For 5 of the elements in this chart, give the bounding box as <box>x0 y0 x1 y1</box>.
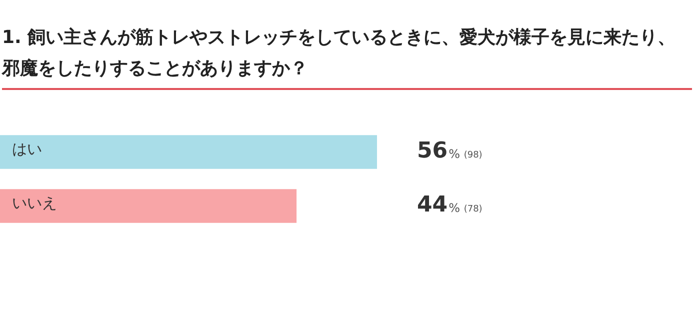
data-label: 44% (78) <box>417 192 482 218</box>
chart-title: 1. 飼い主さんが筋トレやストレッチをしているときに、愛犬が様子を見に来たり、邪魔をしたりすることがありますか？ <box>2 22 692 90</box>
y-tick-label: いいえ <box>12 194 57 212</box>
data-label: 56% (98) <box>417 138 482 164</box>
y-tick-label: はい <box>12 140 42 158</box>
